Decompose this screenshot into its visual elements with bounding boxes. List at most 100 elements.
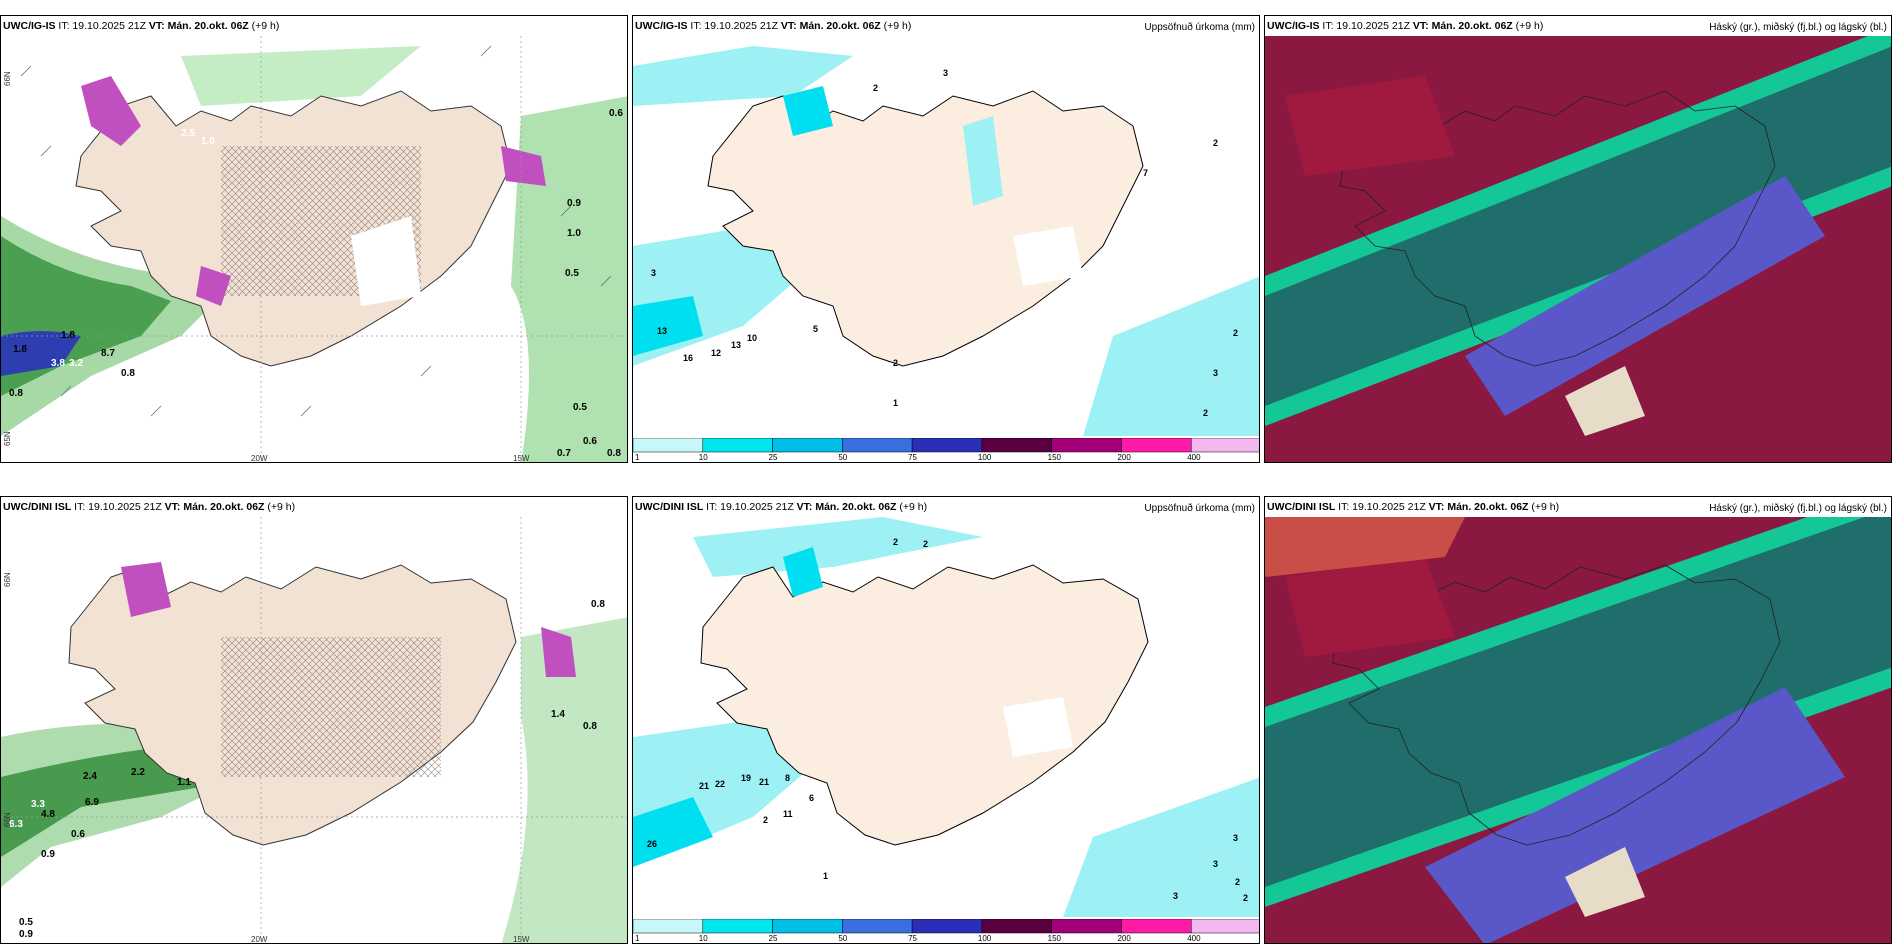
- lon-label: 15W: [513, 454, 530, 463]
- value-label: 0.9: [567, 198, 581, 209]
- value-label: 3: [943, 68, 948, 78]
- legend-swatch: [1121, 919, 1192, 934]
- legend-tick-label: 50: [838, 453, 847, 462]
- legend-swatch: [1051, 919, 1122, 934]
- value-label: 21: [699, 781, 709, 791]
- value-label: 8: [785, 773, 790, 783]
- value-label: 3: [1233, 833, 1238, 843]
- legend-tick-label: 100: [978, 934, 992, 943]
- legend-swatch: [772, 438, 843, 453]
- value-label: 5: [813, 324, 818, 334]
- precip-legend: 1 10 25 50 75 100 150 200 400: [633, 438, 1259, 462]
- value-label: 26: [647, 839, 657, 849]
- value-label: 2: [763, 815, 768, 825]
- value-label: 0.8: [583, 721, 597, 732]
- model-name: UWC/IG-IS: [1267, 20, 1320, 32]
- value-label: 3.8: [51, 358, 65, 369]
- value-label: 0.5: [19, 917, 33, 928]
- value-label: 6.9: [85, 797, 99, 808]
- lat-label: 66N: [3, 71, 12, 86]
- legend-tick-label: 50: [838, 934, 847, 943]
- precip-legend: 1 10 25 50 75 100 150 200 400: [633, 919, 1259, 943]
- value-label: 0.7: [557, 448, 571, 459]
- panel-header: UWC/DINI ISL IT: 19.10.2025 21Z VT: Mán.…: [1267, 501, 1559, 513]
- value-label: 0.5: [565, 268, 579, 279]
- value-label: 7: [1143, 168, 1148, 178]
- precip-wind-map: 0.6 1.8 3.8 3.2 8.7 0.8 0.8 1.8 0.5 0.5 …: [1, 36, 627, 462]
- value-label: 0.8: [591, 599, 605, 610]
- init-time: IT: 19.10.2025 21Z: [690, 20, 778, 32]
- value-label: 1.4: [551, 709, 565, 720]
- lead-time: (+9 h): [883, 20, 912, 32]
- lon-label: 20W: [251, 935, 268, 944]
- lead-time: (+9 h): [1531, 501, 1560, 513]
- legend-tick-label: 400: [1187, 453, 1201, 462]
- init-time: IT: 19.10.2025 21Z: [706, 501, 794, 513]
- value-label: 2: [1233, 328, 1238, 338]
- value-label: 1.8: [61, 330, 75, 341]
- panel-header: UWC/IG-IS IT: 19.10.2025 21Z VT: Mán. 20…: [3, 20, 279, 32]
- model-name: UWC/DINI ISL: [3, 501, 72, 513]
- init-time: IT: 19.10.2025 21Z: [1338, 501, 1426, 513]
- legend-swatch: [842, 438, 913, 453]
- panel-ig-precip-map: UWC/IG-IS IT: 19.10.2025 21Z VT: Mán. 20…: [0, 15, 628, 463]
- value-label: 2.5: [181, 128, 195, 139]
- legend-tick-label: 75: [908, 934, 917, 943]
- valid-time: VT: Mán. 20.okt. 06Z: [164, 501, 265, 513]
- legend-tick-label: 400: [1187, 934, 1201, 943]
- cloud-cover-map: [1265, 517, 1891, 943]
- legend-tick-label: 200: [1117, 934, 1131, 943]
- legend-swatch: [772, 919, 843, 934]
- value-label: 1.0: [201, 136, 215, 147]
- panel-header: UWC/DINI ISL IT: 19.10.2025 21Z VT: Mán.…: [635, 501, 927, 513]
- panel-title: Háský (gr.), miðský (fj.bl.) og lágský (…: [1709, 503, 1887, 514]
- init-time: IT: 19.10.2025 21Z: [58, 20, 146, 32]
- value-label: 8.7: [101, 348, 115, 359]
- panel-title: Háský (gr.), miðský (fj.bl.) og lágský (…: [1709, 22, 1887, 33]
- lead-time: (+9 h): [899, 501, 928, 513]
- value-label: 19: [741, 773, 751, 783]
- value-label: 1.8: [13, 344, 27, 355]
- value-label: 1: [823, 871, 828, 881]
- value-label: 12: [711, 348, 721, 358]
- value-label: 16: [683, 353, 693, 363]
- value-label: 2: [1243, 893, 1248, 903]
- legend-swatch: [702, 438, 773, 453]
- value-label: 0.8: [9, 388, 23, 399]
- panel-dini-cloud-map: UWC/DINI ISL IT: 19.10.2025 21Z VT: Mán.…: [1264, 496, 1892, 944]
- lat-label: 65N: [3, 431, 12, 446]
- lead-time: (+9 h): [251, 20, 280, 32]
- legend-tick-label: 10: [699, 453, 708, 462]
- value-label: 4.8: [41, 809, 55, 820]
- model-name: UWC/IG-IS: [3, 20, 56, 32]
- value-label: 2.2: [131, 767, 145, 778]
- value-label: 2: [893, 537, 898, 547]
- value-label: 1.0: [567, 228, 581, 239]
- lead-time: (+9 h): [1515, 20, 1544, 32]
- legend-swatch: [842, 919, 913, 934]
- legend-swatch: [911, 919, 983, 934]
- legend-swatch: [981, 438, 1052, 453]
- lon-label: 15W: [513, 935, 530, 944]
- value-label: 2: [1203, 408, 1208, 418]
- model-name: UWC/DINI ISL: [1267, 501, 1336, 513]
- value-label: 0.6: [583, 436, 597, 447]
- value-label: 0.9: [19, 929, 33, 940]
- value-label: 3.3: [31, 799, 45, 810]
- valid-time: VT: Mán. 20.okt. 06Z: [780, 20, 881, 32]
- legend-swatch: [1121, 438, 1192, 453]
- init-time: IT: 19.10.2025 21Z: [1322, 20, 1410, 32]
- value-label: 3: [1213, 859, 1218, 869]
- legend-tick-label: 200: [1117, 453, 1131, 462]
- legend-swatch: [633, 919, 704, 934]
- precip-wind-map: 0.8 3.3 6.3 4.8 0.9 0.6 2.4 6.9 2.2 1.1 …: [1, 517, 627, 943]
- value-label: 2: [1235, 877, 1240, 887]
- legend-tick-label: 1: [635, 453, 640, 462]
- value-label: 0.9: [41, 849, 55, 860]
- legend-tick-label: 150: [1048, 453, 1062, 462]
- valid-time: VT: Mán. 20.okt. 06Z: [148, 20, 249, 32]
- legend-swatch: [633, 438, 704, 453]
- panel-header: UWC/IG-IS IT: 19.10.2025 21Z VT: Mán. 20…: [1267, 20, 1543, 32]
- value-label: 6: [809, 793, 814, 803]
- value-label: 3.2: [69, 358, 83, 369]
